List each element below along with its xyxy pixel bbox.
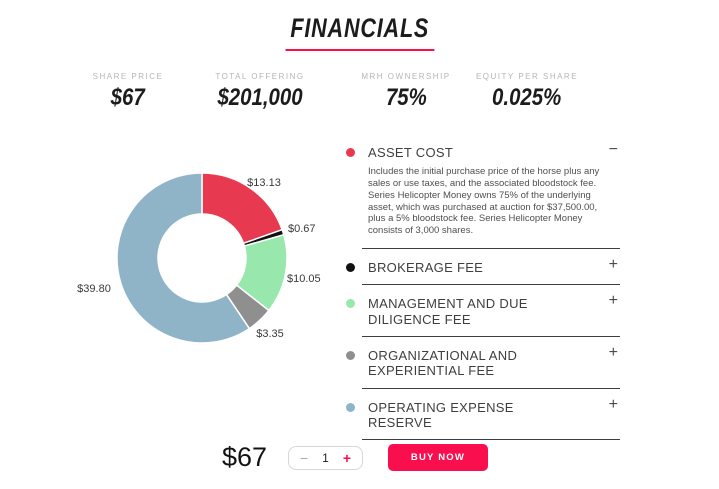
minus-icon[interactable]: −	[300, 450, 309, 466]
brokerage-fee-dot	[346, 262, 355, 272]
slice-value-label: $3.35	[256, 328, 284, 340]
accordion-item-title: OPERATING EXPENSE RESERVE	[368, 399, 514, 430]
accordion-item-title: BROKERAGE FEE	[368, 259, 484, 275]
slice-value-label: $0.67	[288, 223, 316, 235]
stat-equity-per-share: EQUITY PER SHARE 0.025%	[476, 72, 578, 112]
stat-label: SHARE PRICE	[92, 72, 164, 81]
stat-label: TOTAL OFFERING	[215, 72, 305, 81]
expand-plus-icon[interactable]: +	[608, 395, 618, 413]
page-title: FINANCIALS	[285, 13, 434, 51]
slice-value-label: $39.80	[77, 283, 111, 295]
collapse-minus-icon[interactable]: −	[608, 141, 618, 158]
stat-value: 0.025%	[492, 84, 562, 111]
management-fee-dot	[346, 299, 355, 309]
accordion-item-title: ASSET COST	[368, 145, 454, 160]
accordion-item-management-fee[interactable]: MANAGEMENT AND DUE DILIGENCE FEE +	[346, 285, 620, 337]
stat-mrh-ownership: MRH OWNERSHIP 75%	[361, 72, 450, 112]
accordion-item-operating-reserve[interactable]: OPERATING EXPENSE RESERVE +	[346, 389, 620, 441]
stat-label: EQUITY PER SHARE	[475, 72, 579, 81]
quantity-value: 1	[322, 451, 329, 465]
expand-plus-icon[interactable]: +	[608, 292, 618, 310]
fee-accordion: ASSET COST − Includes the initial purcha…	[344, 134, 620, 441]
asset-cost-description: Includes the initial purchase price of t…	[368, 166, 600, 237]
buy-now-button[interactable]: BUY NOW	[388, 444, 488, 471]
expand-plus-icon[interactable]: +	[608, 255, 618, 273]
share-price: $67	[222, 442, 268, 472]
stat-value: $201,000	[217, 84, 303, 111]
stat-share-price: SHARE PRICE $67	[93, 72, 164, 112]
donut-chart: $13.13 $0.67 $10.05 $3.35 $39.80	[77, 172, 321, 344]
plus-icon[interactable]: +	[342, 450, 351, 466]
slice-value-label: $13.13	[247, 177, 281, 189]
accordion-item-organizational-fee[interactable]: ORGANIZATIONAL AND EXPERIENTIAL FEE +	[346, 337, 620, 389]
stat-value: 75%	[385, 84, 427, 111]
donut-slice-4[interactable]	[116, 172, 251, 344]
expand-plus-icon[interactable]: +	[608, 343, 618, 361]
accordion-item-title: MANAGEMENT AND DUE DILIGENCE FEE	[368, 296, 528, 327]
asset-cost-dot	[346, 148, 355, 157]
accordion-item-title: ORGANIZATIONAL AND EXPERIENTIAL FEE	[368, 347, 518, 379]
stat-value: $67	[110, 84, 146, 111]
organizational-fee-dot	[346, 350, 355, 360]
accordion-item-brokerage-fee[interactable]: BROKERAGE FEE +	[346, 249, 620, 286]
slice-value-label: $10.05	[287, 273, 321, 285]
stat-label: MRH OWNERSHIP	[361, 72, 451, 81]
accordion-item-asset-cost[interactable]: ASSET COST − Includes the initial purcha…	[346, 134, 620, 249]
stat-total-offering: TOTAL OFFERING $201,000	[210, 72, 310, 112]
quantity-stepper[interactable]: − 1 +	[288, 446, 363, 470]
operating-reserve-dot	[346, 402, 355, 412]
page-title-wrap: FINANCIALS	[0, 13, 719, 51]
